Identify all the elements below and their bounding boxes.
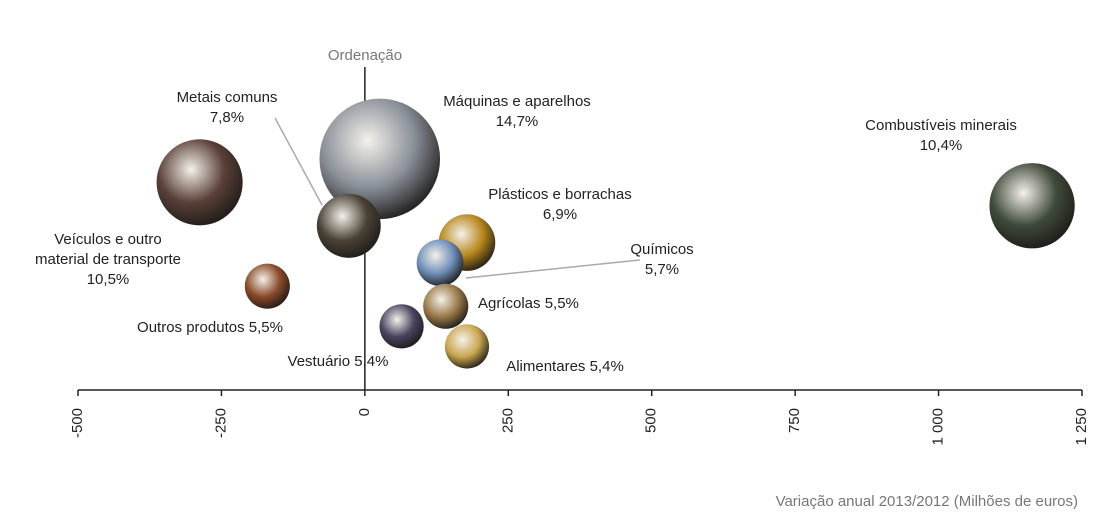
- bubble-label: Alimentares 5,4%: [506, 357, 624, 377]
- value-label: 10,4%: [919, 137, 963, 154]
- category-name: Plásticos e borrachas: [488, 186, 632, 203]
- y-axis-label: Ordenação: [328, 47, 402, 64]
- bubble-label: Máquinas e aparelhos 14,7%: [407, 92, 627, 132]
- bubble: [244, 263, 290, 309]
- bubble-label: Outros produtos 5,5%: [137, 318, 283, 338]
- category-name: Alimentares: [506, 358, 586, 375]
- bubble-label: Combustíveis minerais 10,4%: [831, 116, 1051, 156]
- value-label: 7,8%: [209, 109, 245, 126]
- bubble: [156, 139, 243, 226]
- bubble: [319, 98, 441, 220]
- value-label: 5,4%: [589, 358, 624, 375]
- bubble-label: Veículos e outro material de transporte …: [33, 230, 183, 290]
- bubble: [379, 304, 424, 349]
- value-label: 6,9%: [542, 206, 578, 223]
- bubble: [416, 239, 464, 287]
- category-name: Combustíveis minerais: [865, 117, 1017, 134]
- leader-line: [274, 117, 323, 206]
- x-tick-label: -500: [69, 408, 86, 438]
- category-name: Químicos: [630, 241, 694, 258]
- x-tick-label: 1 000: [930, 408, 947, 446]
- category-name: Máquinas e aparelhos: [443, 93, 591, 110]
- x-tick-label: 750: [786, 408, 803, 433]
- category-name: Agrícolas: [478, 295, 541, 312]
- bubble-label: Metais comuns 7,8%: [147, 88, 307, 128]
- x-tick-label: 0: [356, 408, 373, 416]
- bubble-label: Vestuário 5,4%: [288, 352, 389, 372]
- bubble-label: Plásticos e borrachas 6,9%: [450, 185, 670, 225]
- bubble-label: Químicos 5,7%: [602, 240, 722, 280]
- value-label: 10,5%: [86, 271, 130, 288]
- value-label: 5,5%: [544, 295, 579, 312]
- x-tick-label: 1 250: [1073, 408, 1090, 446]
- leader-line: [465, 259, 641, 279]
- value-label: 14,7%: [495, 113, 539, 130]
- x-tick-label: 500: [643, 408, 660, 433]
- x-tick-label: -250: [212, 408, 229, 438]
- x-axis-label: Variação anual 2013/2012 (Milhões de eur…: [776, 493, 1078, 510]
- bubble: [423, 283, 469, 329]
- category-name: Vestuário: [287, 353, 351, 370]
- category-name: Outros produtos: [137, 319, 245, 336]
- bubble-label: Agrícolas 5,5%: [478, 294, 579, 314]
- x-tick-label: 250: [499, 408, 516, 433]
- category-name: Veículos e outro material de transporte: [35, 231, 181, 268]
- bubble: [444, 324, 490, 369]
- bubble: [316, 193, 381, 258]
- value-label: 5,4%: [354, 353, 389, 370]
- value-label: 5,7%: [644, 261, 680, 278]
- bubble: [989, 163, 1075, 249]
- category-name: Metais comuns: [176, 89, 278, 106]
- value-label: 5,5%: [248, 319, 283, 336]
